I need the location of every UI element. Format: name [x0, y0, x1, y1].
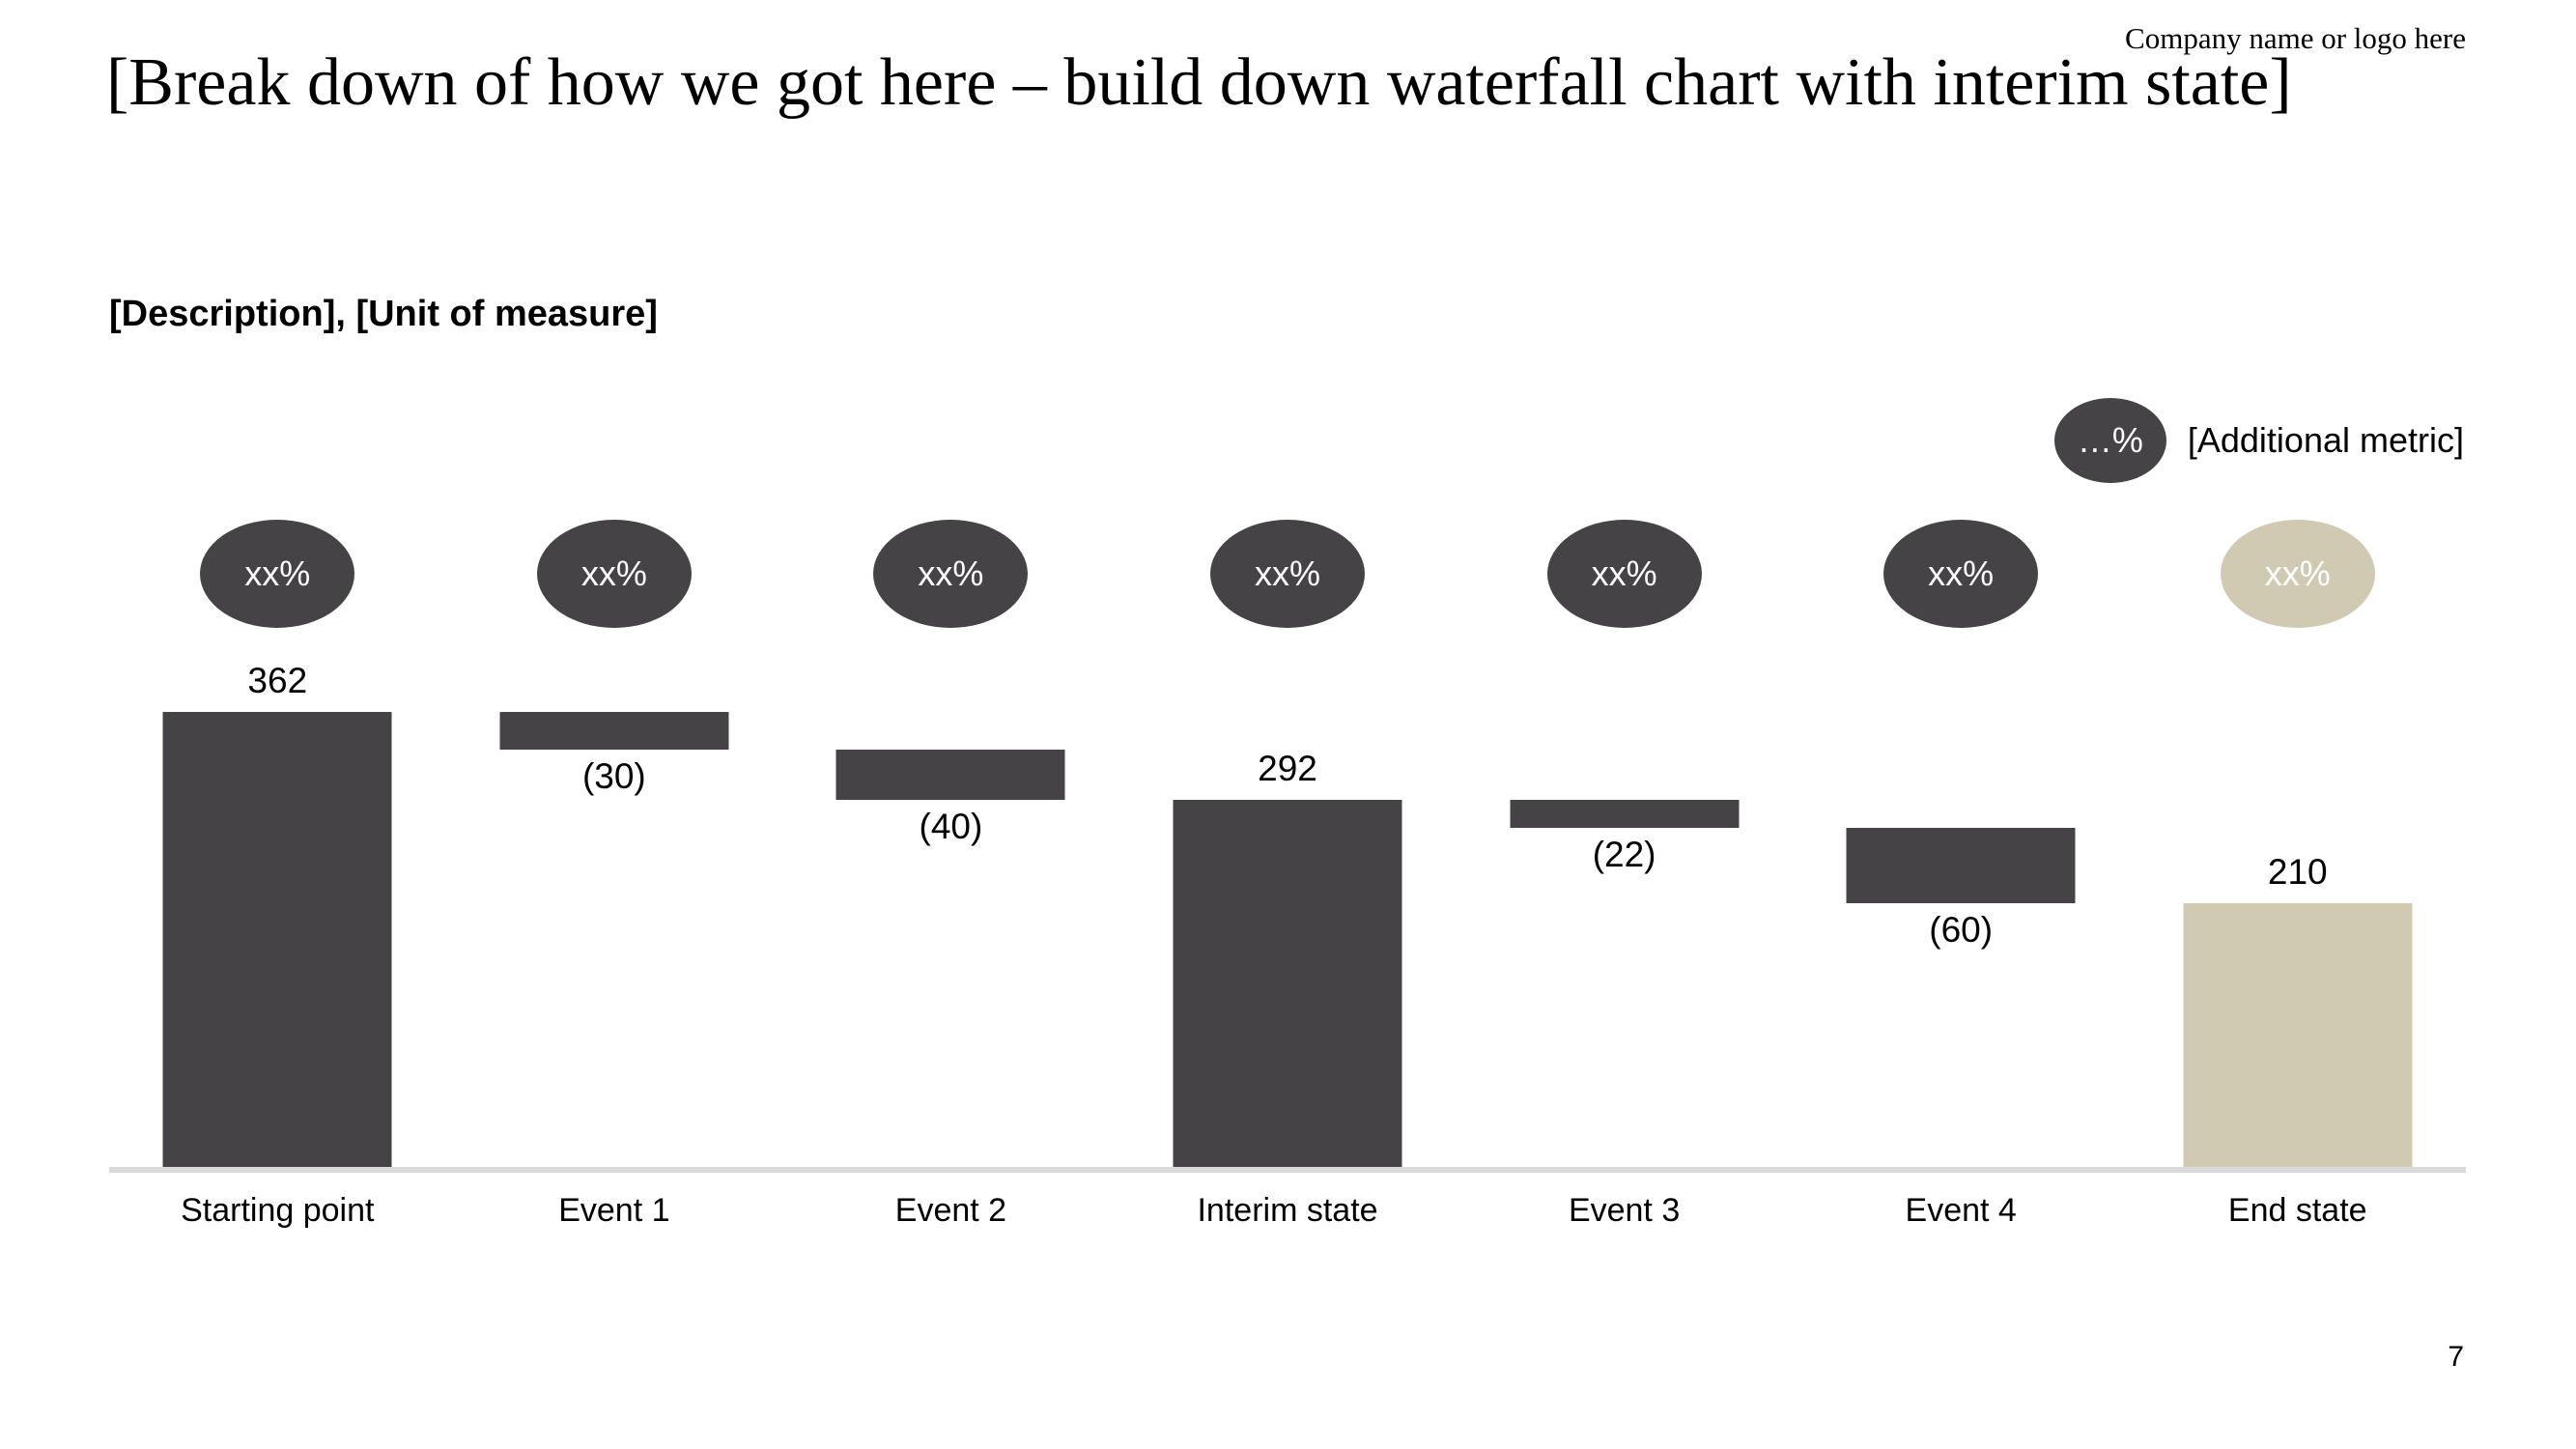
waterfall-bar	[2183, 903, 2413, 1167]
waterfall-column: xx% 210	[2129, 520, 2466, 1167]
percent-badge-ellipse: xx%	[536, 520, 692, 628]
bar-value-label: 362	[247, 661, 308, 701]
percent-badge-ellipse: xx%	[200, 520, 355, 628]
x-axis-line	[109, 1167, 2466, 1173]
category-label: Interim state	[1197, 1192, 1378, 1229]
waterfall-column: xx% 292	[1119, 520, 1457, 1167]
page-number: 7	[2448, 1341, 2464, 1373]
waterfall-bar	[1173, 800, 1402, 1167]
category-label: End state	[2227, 1192, 2367, 1229]
legend: …% [Additional metric]	[2053, 398, 2464, 483]
bar-value-label: (60)	[1929, 910, 1994, 950]
percent-badge-ellipse: xx%	[1546, 520, 1702, 628]
bar-value-label: (22)	[1592, 835, 1656, 874]
waterfall-bar	[1846, 828, 2076, 903]
waterfall-bar	[162, 712, 392, 1167]
page-title: [Break down of how we got here – build d…	[106, 45, 2292, 120]
waterfall-column: xx% (40)	[782, 520, 1119, 1167]
category-label: Starting point	[181, 1192, 375, 1229]
waterfall-column: xx% (22)	[1456, 520, 1793, 1167]
percent-badge-ellipse: xx%	[2220, 520, 2375, 628]
waterfall-column: xx% 362	[109, 520, 446, 1167]
waterfall-bar	[499, 712, 729, 751]
waterfall-column: xx% (60)	[1793, 520, 2130, 1167]
waterfall-column: xx% (30)	[446, 520, 783, 1167]
legend-label: [Additional metric]	[2187, 420, 2464, 460]
bar-value-label: (40)	[919, 807, 983, 847]
bar-value-label: 292	[1258, 749, 1317, 789]
category-label: Event 4	[1905, 1192, 2017, 1229]
waterfall-bar	[1510, 800, 1740, 828]
bar-value-label: 210	[2267, 852, 2328, 892]
category-axis-labels: Starting point Event 1 Event 2 Interim stat…	[109, 1192, 2466, 1230]
chart-subtitle: [Description], [Unit of measure]	[109, 294, 658, 334]
bar-value-label: (30)	[581, 756, 646, 797]
percent-badge-ellipse: xx%	[1210, 520, 1366, 628]
company-name: Company name or logo here	[2125, 21, 2466, 55]
percent-badge-ellipse: xx%	[873, 520, 1029, 628]
legend-badge-ellipse: …%	[2053, 398, 2166, 483]
category-label: Event 3	[1568, 1192, 1681, 1229]
waterfall-chart: xx% 362 xx% (30) xx% (40) xx% 292 xx% (22) xx% (60)…	[109, 520, 2466, 1167]
category-label: Event 2	[894, 1192, 1007, 1229]
percent-badge-ellipse: xx%	[1883, 520, 2039, 628]
category-label: Event 1	[558, 1192, 670, 1229]
waterfall-bar	[835, 750, 1065, 801]
